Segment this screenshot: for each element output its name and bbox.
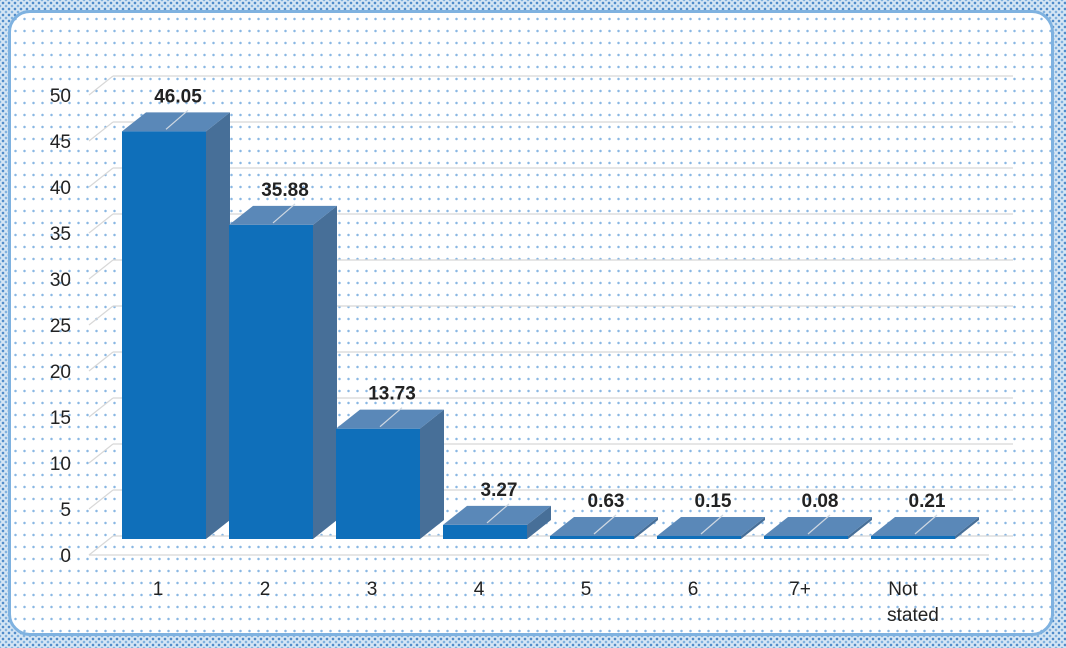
y-tick-label: 0 (60, 546, 71, 567)
bar-side (313, 205, 337, 540)
x-category-label: 7+ (789, 579, 811, 600)
y-axis-ticks: 0 5 10 15 20 25 30 35 40 45 50 (50, 86, 71, 567)
bar-top (122, 112, 230, 132)
bar-front (871, 536, 955, 539)
chart-frame: 0 5 10 15 20 25 30 35 40 45 50 46.05 35.88 13.73 3.27… (8, 10, 1054, 636)
data-labels: 46.05 35.88 13.73 3.27 0.63 0.15 0.08 0.21 (154, 86, 946, 512)
y-tick-label: 5 (60, 500, 71, 521)
bar-side (420, 409, 444, 539)
x-category-label-line: Not (888, 579, 918, 600)
bar (122, 109, 230, 539)
y-tick-label: 50 (50, 86, 71, 107)
gridline-depth (88, 167, 114, 188)
y-tick-label: 40 (50, 178, 71, 199)
label-leader (272, 203, 296, 224)
bar-top (336, 409, 444, 429)
gridline-depth (88, 351, 114, 372)
bar-side (848, 517, 872, 539)
label-leader (486, 503, 510, 524)
label-leader (700, 514, 724, 535)
label-leader (165, 109, 189, 130)
bar-front (657, 536, 741, 539)
bar (871, 514, 979, 539)
x-category-label: 1 (153, 579, 164, 600)
x-category-label: 3 (367, 579, 378, 600)
label-leader (593, 514, 617, 535)
bar-side (741, 517, 765, 539)
bar-top (657, 517, 765, 536)
bar-side (955, 517, 979, 539)
y-tick-label: 35 (50, 224, 71, 245)
label-leader (807, 514, 831, 535)
gridline-depth (88, 75, 114, 96)
data-label: 0.63 (588, 491, 625, 512)
bar-top (229, 205, 337, 225)
bar (336, 407, 444, 539)
x-category-label: 6 (688, 579, 699, 600)
bar (657, 514, 765, 539)
bar-front (122, 131, 206, 539)
gridline-depth (88, 305, 114, 326)
x-category-label: Not stated (887, 579, 939, 626)
bar-front (443, 524, 527, 539)
data-label: 35.88 (261, 180, 309, 201)
label-leader (379, 407, 403, 428)
bar-top (871, 517, 979, 536)
data-label: 0.21 (909, 491, 946, 512)
bar-front (229, 224, 313, 540)
data-label: 46.05 (154, 86, 202, 107)
y-tick-label: 45 (50, 132, 71, 153)
gridline-depth (88, 535, 114, 556)
bar (550, 514, 658, 539)
y-tick-label: 10 (50, 454, 71, 475)
x-category-label: 5 (581, 579, 592, 600)
bar (229, 203, 337, 540)
bar-side (634, 517, 658, 539)
data-label: 13.73 (368, 384, 416, 405)
data-label: 0.15 (695, 491, 732, 512)
bar-front (764, 536, 848, 539)
x-category-label: 4 (474, 579, 485, 600)
gridline-depth (88, 443, 114, 464)
bar-top (764, 517, 872, 536)
y-tick-label: 25 (50, 316, 71, 337)
y-tick-label: 30 (50, 270, 71, 291)
bar-top (550, 517, 658, 536)
data-label: 3.27 (481, 480, 518, 501)
gridline-depth (88, 259, 114, 280)
bar-top (443, 505, 551, 525)
y-tick-label: 15 (50, 408, 71, 429)
x-category-label-line: stated (887, 605, 939, 626)
x-category-label: 2 (260, 579, 271, 600)
y-tick-label: 20 (50, 362, 71, 383)
bar-side (206, 112, 230, 539)
gridline-depth (88, 213, 114, 234)
label-leader (914, 514, 938, 535)
x-axis-categories: 1 2 3 4 5 6 7+ Not stated (153, 579, 939, 626)
gridline-depth (88, 121, 114, 142)
bar (443, 503, 551, 539)
gridline-depth (88, 397, 114, 418)
bar (764, 514, 872, 539)
gridline-depth (88, 489, 114, 510)
bar-front (336, 428, 420, 539)
bar-side (527, 505, 551, 539)
bars (122, 109, 979, 540)
bar-front (550, 536, 634, 539)
data-label: 0.08 (802, 491, 839, 512)
